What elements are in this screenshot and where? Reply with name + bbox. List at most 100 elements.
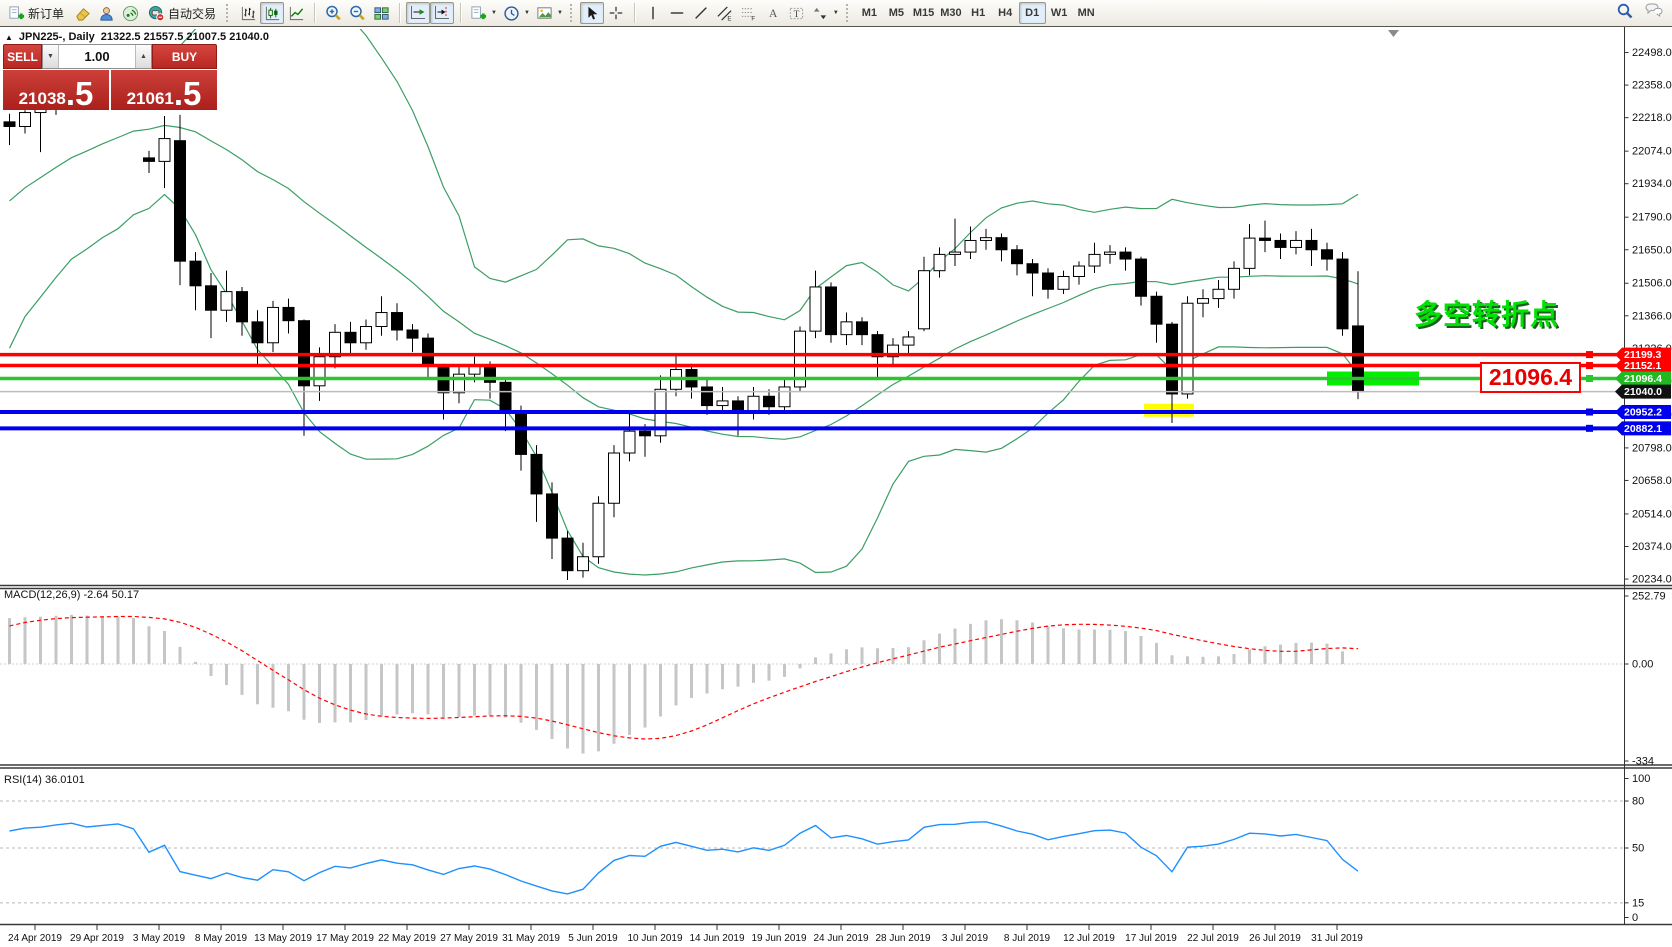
svg-text:A: A bbox=[769, 8, 778, 20]
candle-body bbox=[422, 337, 434, 367]
candle-body bbox=[887, 344, 899, 358]
candle-body bbox=[406, 329, 419, 339]
candle-body bbox=[1135, 258, 1147, 297]
candle-body bbox=[1228, 267, 1240, 290]
timeframe-button-m1[interactable]: M1 bbox=[856, 2, 883, 24]
timeframe-button-h1[interactable]: H1 bbox=[965, 2, 992, 24]
candle-body bbox=[530, 453, 543, 495]
candle-body bbox=[174, 140, 186, 262]
volume-increase-button[interactable]: ▲ bbox=[135, 45, 151, 68]
cursor-button[interactable] bbox=[579, 2, 604, 24]
svg-text:21152.1: 21152.1 bbox=[1624, 360, 1662, 372]
svg-text:21650.0: 21650.0 bbox=[1632, 244, 1672, 256]
candle-body bbox=[1243, 237, 1256, 269]
new-chart-dropdown[interactable]: ▼ bbox=[467, 2, 500, 24]
candle-body bbox=[1026, 263, 1039, 274]
arrows-dropdown[interactable]: ▼ bbox=[809, 2, 842, 24]
auto-trading-button[interactable]: 自动交易 bbox=[142, 2, 222, 24]
volume-stepper: ▼ 1.00 ▲ bbox=[42, 44, 152, 69]
svg-text:0: 0 bbox=[1632, 912, 1638, 924]
text-button[interactable]: A bbox=[761, 2, 785, 24]
macd-label: MACD(12,26,9) -2.64 50.17 bbox=[4, 589, 139, 601]
tile-windows-button[interactable] bbox=[369, 2, 393, 24]
svg-text:24 Apr 2019: 24 Apr 2019 bbox=[8, 933, 62, 944]
trendline-button[interactable] bbox=[689, 2, 713, 24]
arrows-icon bbox=[812, 5, 829, 22]
svg-text:F: F bbox=[752, 15, 756, 21]
timeframe-button-h4[interactable]: H4 bbox=[992, 2, 1019, 24]
svg-text:29 Apr 2019: 29 Apr 2019 bbox=[70, 933, 124, 944]
macd-pane bbox=[0, 614, 1624, 754]
macd-signal-line bbox=[9, 615, 1359, 740]
timeframe-button-m15[interactable]: M15 bbox=[910, 2, 937, 24]
volume-input[interactable]: 1.00 bbox=[84, 49, 110, 64]
template-dropdown[interactable]: ▼ bbox=[533, 2, 566, 24]
signal-icon bbox=[122, 5, 139, 22]
chart-shift-button[interactable] bbox=[430, 2, 455, 24]
crosshair-button[interactable] bbox=[604, 2, 628, 24]
svg-text:20514.0: 20514.0 bbox=[1632, 508, 1672, 520]
timeframe-button-m5[interactable]: M5 bbox=[883, 2, 910, 24]
chart-title: ▲ JPN225-, Daily 21322.5 21557.5 21007.5… bbox=[5, 31, 269, 43]
svg-text:21199.3: 21199.3 bbox=[1624, 349, 1662, 361]
svg-text:20234.0: 20234.0 bbox=[1632, 574, 1672, 586]
candle-body bbox=[515, 412, 527, 455]
chat-icon[interactable] bbox=[1644, 2, 1664, 25]
styler-button[interactable] bbox=[70, 2, 94, 24]
turning-point-annotation[interactable]: 多空转折点 bbox=[1414, 299, 1560, 330]
candle-body bbox=[1305, 239, 1318, 251]
period-dropdown[interactable]: ▼ bbox=[500, 2, 533, 24]
vertical-line-icon bbox=[645, 5, 661, 21]
candle-body bbox=[329, 331, 341, 358]
bar-chart-button[interactable] bbox=[236, 2, 260, 24]
buy-price-button[interactable]: 21061 .5 bbox=[111, 70, 217, 110]
candlestick-chart-button[interactable] bbox=[260, 2, 285, 24]
svg-text:21934.0: 21934.0 bbox=[1632, 178, 1672, 190]
timeframe-button-d1[interactable]: D1 bbox=[1018, 2, 1046, 24]
price-callout-box[interactable]: 21096.4 bbox=[1480, 362, 1581, 393]
search-icon[interactable] bbox=[1616, 2, 1634, 25]
price-chip: 21199.3 bbox=[1615, 347, 1671, 362]
new-order-button[interactable]: 新订单 bbox=[2, 2, 70, 24]
volume-decrease-button[interactable]: ▼ bbox=[43, 45, 59, 68]
vertical-line-button[interactable] bbox=[641, 2, 665, 24]
chart-shift-marker[interactable] bbox=[1388, 30, 1399, 37]
candle-body bbox=[1088, 253, 1101, 267]
cursor-icon bbox=[584, 5, 600, 21]
zoom-in-icon bbox=[324, 4, 342, 22]
text-icon: A bbox=[765, 5, 781, 21]
auto-scroll-button[interactable] bbox=[406, 2, 431, 24]
one-click-trading-panel: SELL ▼ 1.00 ▲ BUY 21038 .5 21061 .5 bbox=[3, 44, 217, 110]
zoom-out-button[interactable] bbox=[345, 2, 369, 24]
signal-button[interactable] bbox=[118, 2, 142, 24]
candle-body bbox=[561, 537, 574, 572]
text-label-icon: T bbox=[788, 5, 805, 22]
sell-button[interactable]: SELL bbox=[3, 44, 42, 69]
svg-text:22498.0: 22498.0 bbox=[1632, 47, 1672, 59]
zoom-out-icon bbox=[348, 4, 366, 22]
svg-text:252.79: 252.79 bbox=[1632, 591, 1666, 603]
svg-text:3 May 2019: 3 May 2019 bbox=[133, 933, 186, 944]
collapse-panel-icon[interactable]: ▲ bbox=[5, 32, 13, 42]
date-axis[interactable]: 24 Apr 2019 29 Apr 2019 3 May 2019 8 May 20… bbox=[8, 925, 1363, 944]
timeframe-button-m30[interactable]: M30 bbox=[937, 2, 964, 24]
buy-button[interactable]: BUY bbox=[152, 44, 217, 69]
text-label-button[interactable]: T bbox=[785, 2, 809, 24]
candle-body bbox=[220, 291, 233, 311]
horizontal-line-icon bbox=[669, 5, 685, 21]
profile-button[interactable] bbox=[94, 2, 118, 24]
price-scale[interactable]: 22498.0 22358.0 22218.0 22074.0 21934.0 21790… bbox=[1615, 27, 1672, 925]
svg-text:14 Jun 2019: 14 Jun 2019 bbox=[689, 933, 744, 944]
candle-body bbox=[592, 502, 605, 558]
horizontal-line-button[interactable] bbox=[665, 2, 689, 24]
timeframe-button-mn[interactable]: MN bbox=[1073, 2, 1100, 24]
channel-button[interactable]: E bbox=[713, 2, 737, 24]
zoom-in-button[interactable] bbox=[321, 2, 345, 24]
candle-body bbox=[608, 452, 620, 504]
fibonacci-button[interactable]: F bbox=[737, 2, 761, 24]
line-chart-button[interactable] bbox=[284, 2, 308, 24]
timeframe-button-w1[interactable]: W1 bbox=[1046, 2, 1073, 24]
sell-price-button[interactable]: 21038 .5 bbox=[3, 70, 109, 110]
candle-body bbox=[933, 253, 946, 272]
